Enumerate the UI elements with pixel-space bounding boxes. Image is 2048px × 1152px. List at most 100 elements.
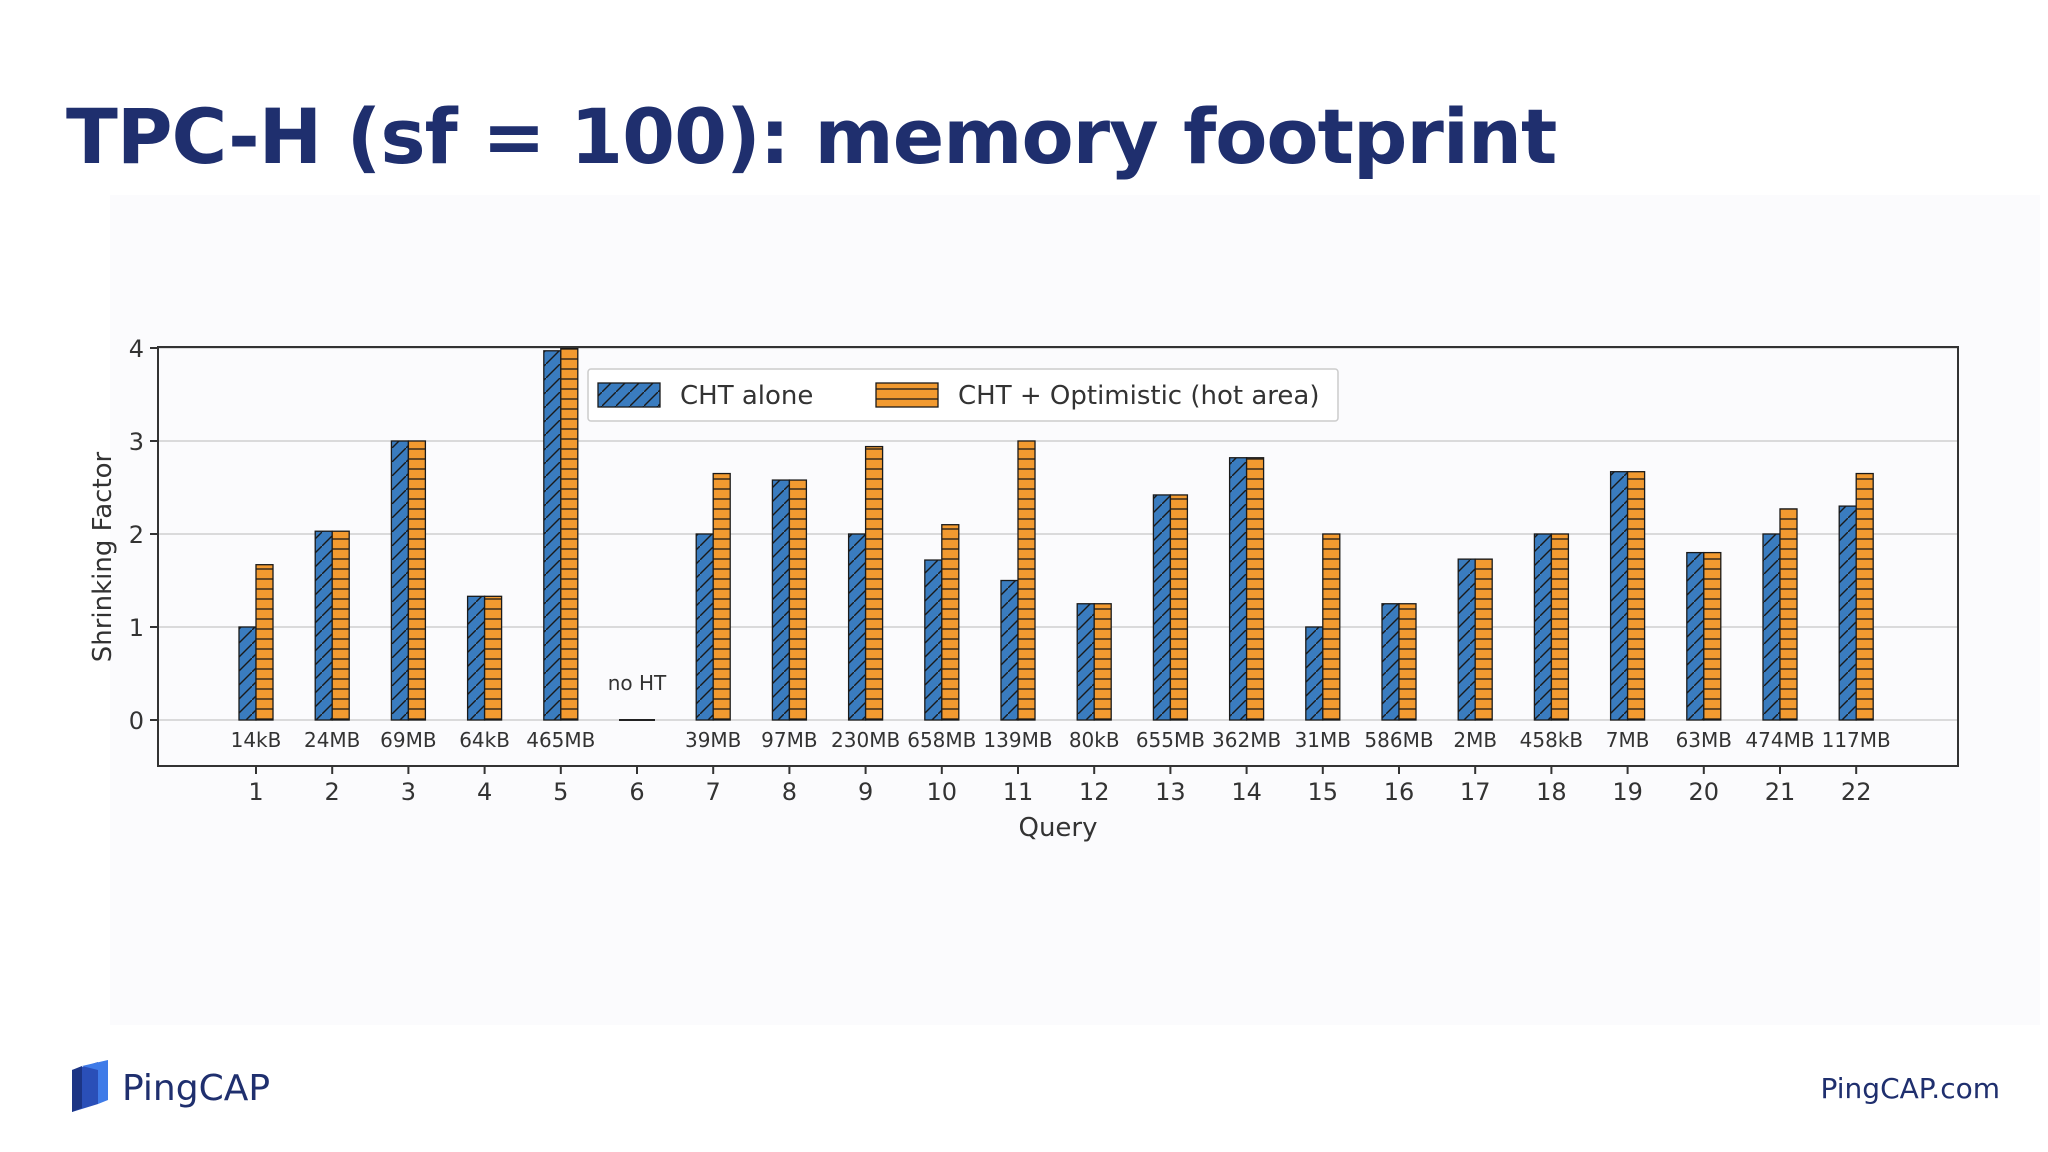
x-axis-label: Query <box>1018 813 1097 843</box>
size-label: 2MB <box>1453 728 1497 752</box>
x-tick-label: 6 <box>629 778 644 806</box>
legend-label: CHT + Optimistic (hot area) <box>958 381 1319 411</box>
bar-cht-alone-hatch <box>1686 552 1704 720</box>
bar-cht-optimistic-hatch <box>1627 471 1645 720</box>
x-tick-label: 12 <box>1079 778 1110 806</box>
x-tick-label: 17 <box>1460 778 1491 806</box>
slide-title: TPC-H (sf = 100): memory footprint <box>66 92 1557 181</box>
bar-cht-alone-hatch <box>315 531 333 720</box>
size-label: 117MB <box>1822 728 1891 752</box>
x-tick-label: 3 <box>401 778 416 806</box>
size-label: 230MB <box>831 728 900 752</box>
bar-cht-optimistic-hatch <box>1170 494 1188 720</box>
bar-cht-alone-hatch <box>1001 580 1018 720</box>
size-label: 31MB <box>1295 728 1351 752</box>
legend-label: CHT alone <box>680 381 813 411</box>
size-label: 458kB <box>1520 728 1583 752</box>
bar-cht-optimistic-hatch <box>256 564 273 720</box>
pingcap-logo: PingCAP <box>68 1060 270 1116</box>
y-tick-label: 1 <box>129 614 144 642</box>
legend: CHT alone CHT + Optimistic (hot area) <box>587 368 1339 422</box>
size-label: 7MB <box>1606 728 1650 752</box>
size-label: 655MB <box>1136 728 1205 752</box>
size-label: 63MB <box>1676 728 1732 752</box>
pingcap-logo-icon <box>72 1060 108 1112</box>
bar-cht-optimistic-hatch <box>1246 457 1264 720</box>
size-label: 97MB <box>761 728 817 752</box>
x-tick-label: 22 <box>1841 778 1872 806</box>
bar-cht-optimistic-hatch <box>1094 603 1112 720</box>
bar-cht-alone-hatch <box>1839 506 1857 720</box>
x-tick-label: 4 <box>477 778 492 806</box>
bar-cht-optimistic-hatch <box>1399 603 1416 720</box>
y-tick-label: 0 <box>129 707 144 735</box>
y-tick-label: 2 <box>129 521 144 549</box>
legend-box <box>587 368 1339 422</box>
bar-cht-alone-hatch <box>1610 471 1628 720</box>
annotation-no-ht: no HT <box>608 671 667 695</box>
x-tick-label: 7 <box>706 778 721 806</box>
y-tick-label: 4 <box>129 335 144 363</box>
bar-cht-optimistic-hatch <box>1322 534 1340 720</box>
x-tick-label: 15 <box>1308 778 1339 806</box>
y-tick-label: 3 <box>129 428 144 456</box>
x-tick-label: 10 <box>927 778 958 806</box>
bar-cht-optimistic-hatch <box>332 531 350 720</box>
bar-cht-optimistic-hatch <box>560 348 578 720</box>
size-label: 64kB <box>459 728 510 752</box>
bar-cht-alone-hatch <box>1077 603 1095 720</box>
bar-cht-alone-hatch <box>1229 457 1247 720</box>
bar-cht-optimistic-hatch <box>1551 534 1569 720</box>
logo-text: PingCAP <box>122 1067 271 1109</box>
size-labels: 14kB 24MB 69MB 64kB 465MB no HT 39MB 97MB 230MB 6… <box>231 671 1891 752</box>
x-tick-label: 16 <box>1384 778 1415 806</box>
bar-cht-optimistic-hatch <box>713 473 731 720</box>
x-tick-label: 2 <box>325 778 340 806</box>
plot-frame <box>157 346 1959 767</box>
size-label: 362MB <box>1212 728 1281 752</box>
bar-cht-alone-hatch <box>467 596 485 720</box>
bar-cht-alone-hatch <box>391 441 409 720</box>
bar-cht-optimistic-hatch <box>1018 441 1035 720</box>
bar-cht-optimistic-hatch <box>408 441 426 720</box>
x-tick-label: 21 <box>1765 778 1796 806</box>
bar-cht-optimistic-hatch <box>789 480 807 720</box>
bar-cht-optimistic-hatch <box>1475 559 1493 720</box>
bar-cht-optimistic-hatch <box>1856 473 1874 720</box>
bar-cht-alone-hatch <box>1305 627 1323 720</box>
bar-cht-alone-hatch <box>696 534 714 720</box>
size-label: 474MB <box>1745 728 1814 752</box>
size-label: 465MB <box>526 728 595 752</box>
y-axis-label: Shrinking Factor <box>88 451 118 662</box>
size-label: 586MB <box>1364 728 1433 752</box>
size-label: 24MB <box>304 728 360 752</box>
x-tick-label: 19 <box>1612 778 1643 806</box>
footer-url[interactable]: PingCAP.com <box>1820 1072 2001 1105</box>
bar-cht-alone-hatch <box>848 534 866 720</box>
x-tick-label: 8 <box>782 778 797 806</box>
x-tick-label: 9 <box>858 778 873 806</box>
bar-cht-optimistic-hatch <box>1703 552 1721 720</box>
bar-cht-alone-hatch <box>1534 534 1552 720</box>
bar-cht-alone-hatch <box>1153 494 1171 720</box>
x-tick-label: 11 <box>1003 778 1034 806</box>
size-label: 39MB <box>685 728 741 752</box>
size-label: 80kB <box>1069 728 1120 752</box>
legend-swatch-cht-optimistic-hatch <box>876 383 938 407</box>
bar-cht-alone-hatch <box>1382 603 1399 720</box>
x-tick-label: 14 <box>1231 778 1262 806</box>
size-label: 69MB <box>380 728 436 752</box>
bar-cht-optimistic-hatch <box>1780 508 1797 720</box>
bar-cht-alone-hatch <box>924 560 942 720</box>
x-tick-label: 20 <box>1689 778 1720 806</box>
bar-cht-alone-hatch <box>543 350 561 720</box>
bars <box>238 347 1874 721</box>
x-tick-label: 5 <box>553 778 568 806</box>
x-tick-label: 13 <box>1155 778 1186 806</box>
legend-swatch-cht-alone-hatch <box>598 383 660 407</box>
x-tick-label: 1 <box>248 778 263 806</box>
size-label: 658MB <box>907 728 976 752</box>
bar-cht-alone-hatch <box>1763 534 1780 720</box>
